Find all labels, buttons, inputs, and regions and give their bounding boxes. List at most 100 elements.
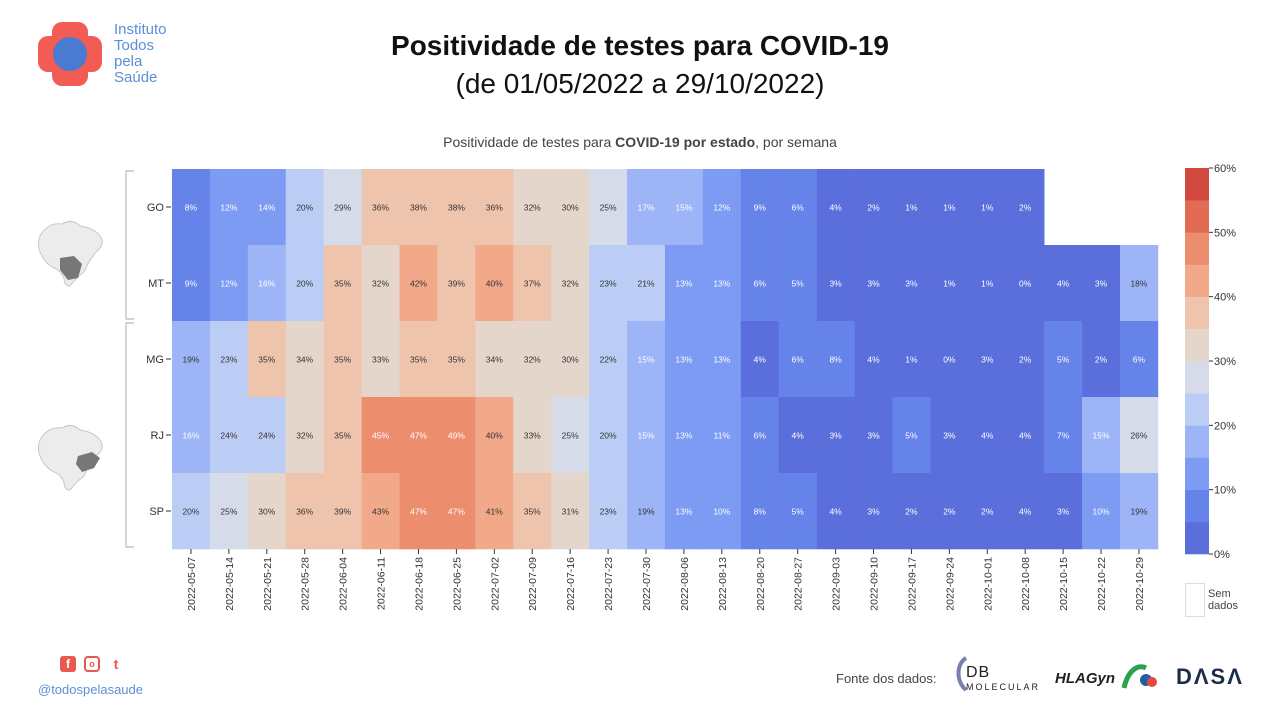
colorbar-segment — [1185, 232, 1209, 265]
social-handle[interactable]: @todospelasaude — [38, 682, 143, 697]
x-tick-label: 2022-07-30 — [641, 557, 653, 611]
hlagyn-logo-icon — [1121, 664, 1157, 689]
group-bracket — [125, 170, 134, 320]
heatmap-cell — [740, 169, 780, 246]
heatmap-cell — [1044, 321, 1083, 398]
heatmap-cell-label: 39% — [448, 279, 465, 289]
twitter-icon[interactable]: t — [108, 656, 124, 672]
heatmap-cell — [437, 245, 476, 322]
x-tick-label: 2022-07-23 — [603, 557, 615, 611]
heatmap-cell — [285, 473, 324, 550]
heatmap-cell — [437, 397, 476, 474]
group-bracket — [125, 322, 134, 548]
heatmap-cell-label: 4% — [754, 355, 767, 365]
heatmap-cell-label: 16% — [182, 431, 199, 441]
heatmap-cell-label: 30% — [562, 203, 579, 213]
heatmap-cell-label: 19% — [637, 507, 654, 517]
map-highlight-center-west — [60, 256, 82, 280]
heatmap-cell — [1044, 245, 1083, 322]
heatmap-cell-label: 33% — [524, 431, 541, 441]
institute-logo-text: Instituto Todos pela Saúde — [114, 22, 167, 86]
heatmap-cell-label: 37% — [524, 279, 541, 289]
x-tick-label: 2022-09-24 — [944, 557, 956, 611]
heatmap-cell-label: 2% — [905, 507, 918, 517]
heatmap-cell — [930, 397, 969, 474]
logo-line-3: pela — [114, 53, 143, 70]
heatmap-cell-label: 11% — [714, 431, 731, 441]
heatmap-cell — [475, 397, 514, 474]
heatmap-cell — [513, 169, 552, 246]
colorbar-tick-label: 10% — [1214, 485, 1236, 497]
heatmap-cell — [589, 473, 628, 550]
x-tick-label: 2022-10-01 — [982, 557, 994, 611]
x-tick-label: 2022-07-16 — [565, 557, 577, 611]
x-tick-label: 2022-09-10 — [869, 557, 881, 611]
y-tick-label: MT — [148, 278, 164, 290]
heatmap-cell — [778, 321, 817, 398]
heatmap-cell-label: 25% — [600, 203, 617, 213]
colorbar-tick-label: 50% — [1214, 227, 1236, 239]
heatmap-cell — [475, 245, 514, 322]
heatmap-cell — [1006, 169, 1045, 246]
colorbar-tick-label: 20% — [1214, 420, 1236, 432]
heatmap-cell — [209, 473, 249, 550]
heatmap-cell-label: 34% — [296, 355, 313, 365]
heatmap-cell-label: 17% — [637, 203, 654, 213]
x-tick-label: 2022-08-27 — [793, 557, 805, 611]
x-tick-label: 2022-08-06 — [679, 557, 691, 611]
heatmap-cell — [854, 321, 893, 398]
x-tick-label: 2022-06-11 — [376, 557, 388, 610]
x-tick-label: 2022-08-20 — [755, 557, 767, 611]
heatmap-cell — [323, 169, 362, 246]
heatmap-cell-label: 3% — [943, 431, 956, 441]
heatmap-cell — [589, 169, 628, 246]
heatmap-cell — [627, 473, 666, 550]
heatmap-cell — [172, 245, 211, 322]
heatmap-cell-label: 35% — [410, 355, 427, 365]
colorbar-segment — [1185, 168, 1209, 201]
colorbar-segment — [1185, 361, 1209, 394]
heatmap-cell — [930, 473, 969, 550]
heatmap-cell — [399, 473, 438, 550]
heatmap-cell — [551, 473, 590, 550]
heatmap-cell — [437, 473, 476, 550]
y-tick-label: GO — [147, 202, 165, 214]
heatmap-cell-label: 29% — [334, 203, 351, 213]
heatmap-cell-label: 35% — [334, 355, 351, 365]
heatmap-cell — [323, 245, 362, 322]
heatmap-cell-label: 26% — [1130, 431, 1147, 441]
colorbar-segment — [1185, 425, 1209, 458]
social-icons: f o t — [60, 656, 124, 672]
heatmap-cell — [1120, 321, 1159, 398]
x-tick-label: 2022-06-18 — [413, 557, 425, 611]
missing-data-label-1: Sem — [1208, 588, 1231, 600]
instagram-icon[interactable]: o — [84, 656, 100, 672]
facebook-icon[interactable]: f — [60, 656, 76, 672]
heatmap-cell — [399, 169, 438, 246]
heatmap-cell-label: 25% — [562, 431, 579, 441]
heatmap-cell-label: 13% — [675, 279, 692, 289]
heatmap-cell-label: 13% — [675, 431, 692, 441]
heatmap-cell-label: 49% — [448, 431, 465, 441]
heatmap-cell — [664, 397, 704, 474]
heatmap-cell — [437, 169, 476, 246]
x-tick-label: 2022-08-13 — [717, 557, 729, 611]
heatmap-cell-label: 35% — [524, 507, 541, 517]
heatmap-cell — [664, 473, 704, 550]
heatmap-cell-label: 3% — [867, 279, 880, 289]
hlagyn-logo-text: HLAGyn — [1055, 670, 1115, 687]
heatmap-cell-label: 45% — [372, 431, 389, 441]
heatmap-cell — [475, 169, 514, 246]
heatmap-cell-label: 19% — [182, 355, 199, 365]
heatmap-cell-label: 13% — [713, 279, 730, 289]
heatmap-cell — [1006, 245, 1045, 322]
colorbar-segment — [1185, 521, 1209, 555]
heatmap-cell — [1120, 397, 1159, 474]
heatmap-cell-label: 4% — [1019, 507, 1032, 517]
heatmap-cell-label: 3% — [829, 279, 842, 289]
heatmap-cell-label: 20% — [600, 431, 617, 441]
heatmap-cell — [361, 321, 400, 398]
heatmap-cell-label: 4% — [829, 203, 842, 213]
dasa-logo: DΛSΛ — [1176, 664, 1244, 689]
logo-line-2: Todos — [114, 37, 155, 54]
